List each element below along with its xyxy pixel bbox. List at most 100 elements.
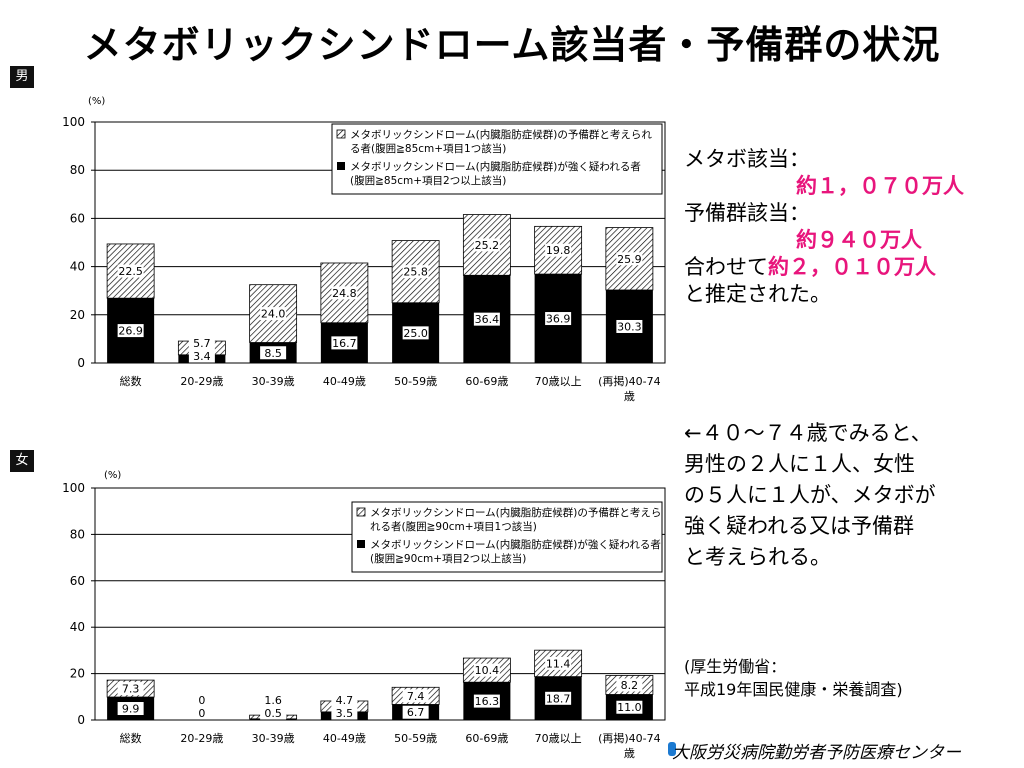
data-label-solid: 0.5 [264,707,282,720]
legend-box [331,123,663,195]
bar-hatched [320,262,369,324]
data-label-solid-box [545,691,572,705]
data-label-solid: 6.7 [407,706,425,719]
legend-label-solid: メタボリックシンドローム(内臓脂肪症候群)が強く疑われる者 [350,160,641,173]
data-label-solid: 0 [198,707,205,720]
data-label-hatched: 25.9 [617,253,642,266]
x-tick-label: 40-49歳 [323,732,366,745]
data-label-hatched-box [402,689,429,703]
legend-swatch-solid [337,162,345,170]
summary-total-count: 約２，０１０万人 [768,255,936,279]
data-label-hatched: 0 [198,694,205,707]
summary-line-6: と推定された。 [684,282,831,306]
data-label-hatched: 5.7 [193,337,211,350]
y-tick-label: 40 [70,620,85,634]
x-tick-label: 50-59歳 [394,732,437,745]
data-label-hatched-box [402,265,429,279]
legend-label-hatched: る者(腹囲≧85cm+項目1つ該当) [350,142,506,155]
data-label-solid-box [402,705,429,719]
x-tick-label: 総数 [120,374,142,388]
source-line-1: (厚生労働省： [684,657,787,676]
legend-swatch-solid [357,540,365,548]
legend-label-solid: (腹囲≧85cm+項目2つ以上該当) [350,174,506,187]
data-label-hatched-box [473,238,500,252]
note-line-4: 強く疑われる又は予備群 [684,514,914,538]
data-label-hatched-box [188,336,215,350]
y-unit-label: (%) [104,470,121,481]
note-line-2: 男性の２人に１人、女性 [684,452,915,476]
data-label-hatched: 22.5 [118,265,143,278]
data-label-hatched: 24.8 [332,287,357,300]
footer-organization: 大阪労災病院勤労者予防医療センター [672,743,961,763]
summary-line-5a: 合わせて [684,255,768,279]
bar-hatched [106,243,155,299]
x-tick-label: 総数 [120,731,142,745]
y-tick-label: 100 [62,115,85,129]
legend-swatch-hatched [336,129,346,139]
data-label-solid: 16.7 [332,337,357,350]
summary-metabo-count: 約１，０７０万人 [796,174,964,198]
data-label-hatched-box [616,252,643,266]
data-label-hatched-box [331,286,358,300]
x-tick-label: 60-69歳 [465,732,508,745]
x-tick-label: 20-29歳 [180,375,223,388]
x-tick-label: 50-59歳 [394,375,437,388]
data-label-hatched: 7.4 [407,690,425,703]
data-label-hatched: 1.6 [264,694,282,707]
data-label-hatched-box [331,693,358,707]
data-label-solid: 25.0 [403,327,428,340]
legend-swatch-hatched [356,507,366,517]
data-label-solid-box [331,706,358,720]
data-label-hatched-box [117,264,144,278]
data-label-hatched: 25.2 [475,239,500,252]
data-label-solid-box [117,324,144,338]
x-tick-label: 30-39歳 [252,375,295,388]
data-label-hatched-box [545,656,572,670]
data-label-hatched: 4.7 [336,694,354,707]
source-note: (厚生労働省： 平成19年国民健康・栄養調査) [684,655,1019,701]
data-label-solid-box [402,326,429,340]
data-label-solid-box [545,312,572,326]
data-label-hatched-box [260,307,287,321]
x-tick-label: 歳 [624,390,635,403]
x-tick-label: 70歳以上 [535,375,582,388]
y-tick-label: 20 [70,308,85,322]
data-label-hatched-box [473,663,500,677]
data-label-solid-box [331,336,358,350]
data-label-hatched-box [117,682,144,696]
summary-line-1: メタボ該当： [684,147,810,171]
data-label-hatched: 8.2 [621,679,639,692]
x-tick-label: (再掲)40-74 [598,731,661,745]
x-tick-label: 60-69歳 [465,375,508,388]
data-label-solid: 16.3 [475,695,500,708]
data-label-solid-box [616,700,643,714]
data-label-solid-box [473,694,500,708]
data-label-solid-box [188,349,215,363]
male-badge: 男 [10,66,34,88]
female-chart: 020406080100(%)9.97.3総数0020-29歳0.51.630-… [62,470,666,760]
summary-reserve-count: 約９４０万人 [796,228,922,252]
data-label-solid: 8.5 [264,347,282,360]
data-label-hatched-box [545,243,572,257]
legend-label-hatched: メタボリックシンドローム(内臓脂肪症候群)の予備群と考えられ [350,128,652,141]
summary-line-3: 予備群該当： [684,201,810,225]
y-tick-label: 40 [70,260,85,274]
data-label-solid-box [188,706,215,720]
legend-label-hatched: れる者(腹囲≧90cm+項目1つ該当) [370,520,537,533]
data-label-solid: 3.4 [193,350,211,363]
data-label-hatched: 24.0 [261,308,286,321]
data-label-solid: 30.3 [617,320,642,333]
data-label-hatched: 25.8 [403,266,428,279]
data-label-hatched: 10.4 [475,664,500,677]
x-tick-label: (再掲)40-74 [598,374,661,388]
note-line-5: と考えられる。 [684,545,831,569]
y-tick-label: 100 [62,481,85,495]
y-tick-label: 0 [77,356,85,370]
data-label-hatched: 11.4 [546,657,571,670]
y-tick-label: 60 [70,211,85,225]
legend-label-solid: メタボリックシンドローム(内臓脂肪症候群)が強く疑われる者 [370,538,661,551]
data-label-hatched-box [260,693,287,707]
data-label-hatched: 7.3 [122,683,140,696]
legend-label-solid: (腹囲≧90cm+項目2つ以上該当) [370,552,526,565]
y-tick-label: 60 [70,574,85,588]
